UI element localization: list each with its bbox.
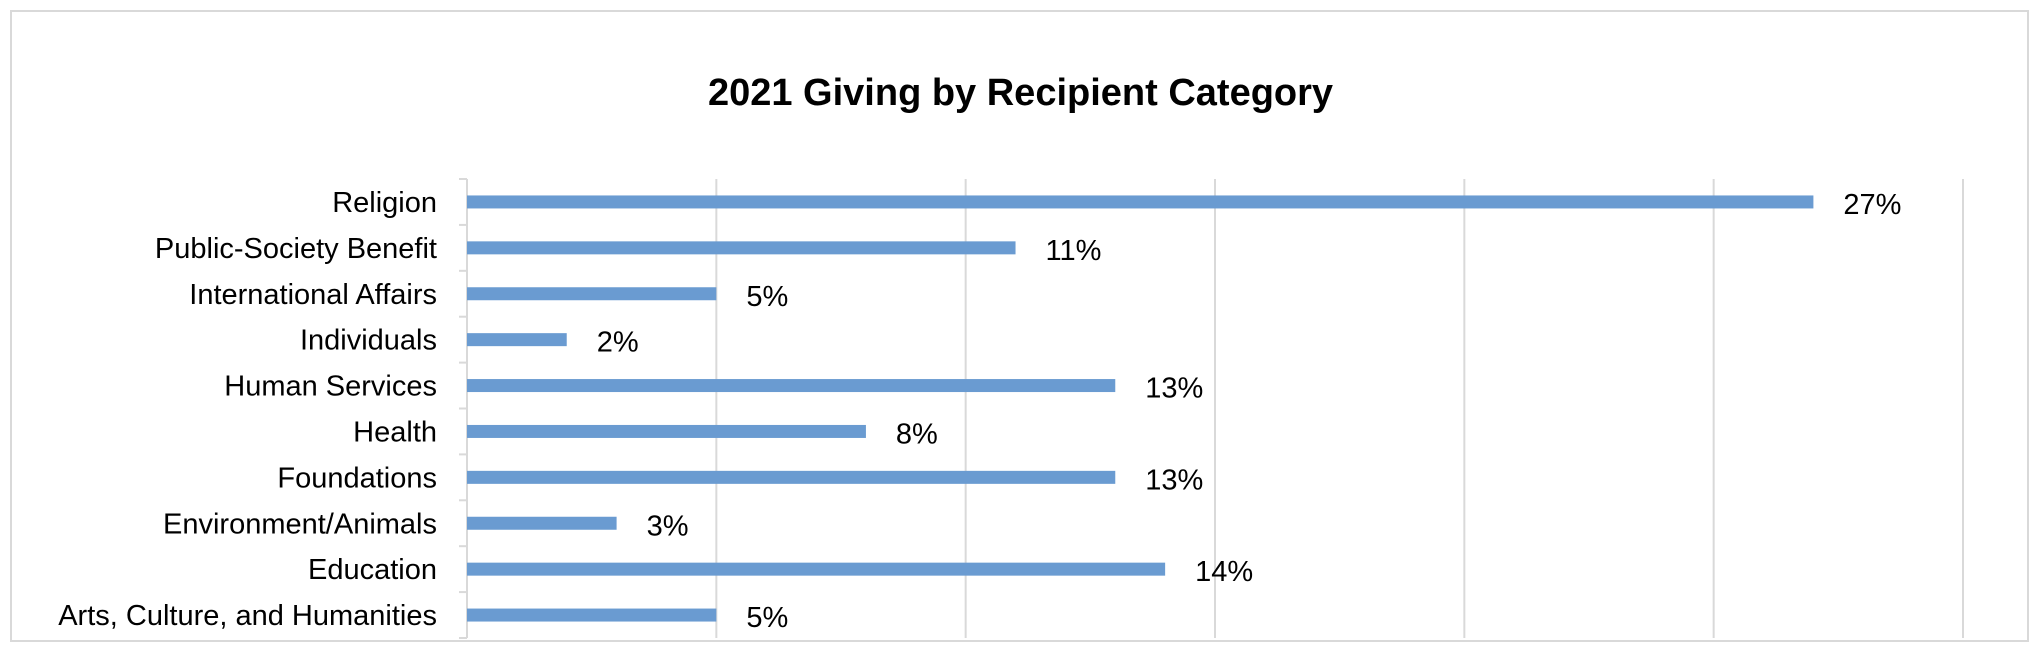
bars: [467, 195, 1814, 622]
category-label: Religion: [332, 187, 437, 219]
data-label: 8%: [896, 418, 938, 450]
data-label: 13%: [1145, 464, 1203, 496]
bar: [467, 195, 1814, 209]
category-label: Education: [308, 554, 437, 586]
bar: [467, 424, 866, 438]
bar: [467, 516, 617, 530]
data-label: 13%: [1145, 373, 1203, 405]
chart-title: 2021 Giving by Recipient Category: [707, 72, 1334, 114]
chart-frame: [10, 10, 2029, 642]
category-label: Environment/Animals: [163, 508, 437, 540]
category-label: Individuals: [300, 325, 437, 357]
category-label: International Affairs: [189, 279, 437, 311]
bar: [467, 562, 1166, 576]
category-axis: [459, 178, 468, 639]
bar: [467, 241, 1016, 255]
bar: [467, 470, 1116, 484]
category-label: Human Services: [224, 371, 437, 403]
data-label: 14%: [1195, 556, 1253, 588]
bar: [467, 287, 717, 301]
data-label: 2%: [597, 327, 639, 359]
data-label: 27%: [1843, 189, 1901, 221]
bar: [467, 379, 1116, 393]
data-label: 5%: [746, 281, 788, 313]
data-label: 11%: [1046, 235, 1102, 267]
category-label: Arts, Culture, and Humanities: [58, 600, 437, 632]
bar: [467, 333, 567, 347]
data-label: 3%: [647, 510, 689, 542]
bar: [467, 608, 717, 622]
category-label: Public-Society Benefit: [155, 233, 437, 265]
gridlines: [715, 179, 1964, 638]
category-label: Health: [353, 416, 437, 448]
labels: Religion 27% Public-Society Benefit 11% Inte…: [58, 187, 1901, 634]
category-label: Foundations: [277, 462, 437, 494]
data-label: 5%: [746, 602, 788, 634]
